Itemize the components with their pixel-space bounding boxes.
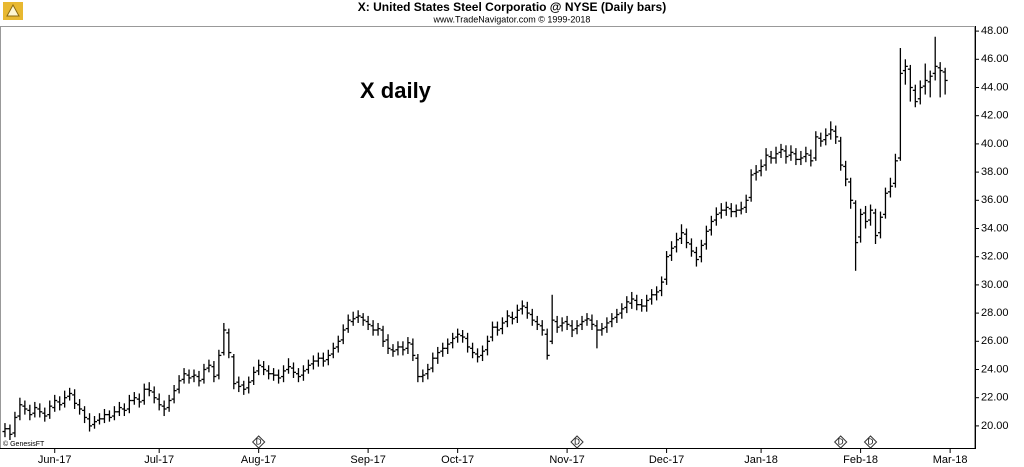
y-tick-label: 24.00 bbox=[981, 363, 1009, 375]
x-tick-label: Sep-17 bbox=[350, 454, 385, 466]
credit: © GenesisFT bbox=[3, 440, 45, 448]
x-tick-label: Dec-17 bbox=[649, 454, 684, 466]
chart-title: X: United States Steel Corporatio @ NYSE… bbox=[358, 0, 666, 14]
x-tick-label: Jun-17 bbox=[38, 454, 72, 466]
y-tick-label: 44.00 bbox=[981, 81, 1009, 93]
event-label: D bbox=[868, 438, 874, 447]
logo bbox=[3, 2, 23, 20]
annotation: X daily bbox=[360, 78, 432, 103]
y-tick-label: 28.00 bbox=[981, 307, 1009, 319]
event-label: D bbox=[838, 438, 844, 447]
x-tick-label: Oct-17 bbox=[441, 454, 474, 466]
x-tick-label: Mar-18 bbox=[933, 454, 968, 466]
event-marker bbox=[833, 435, 848, 449]
y-tick-label: 38.00 bbox=[981, 166, 1009, 178]
y-tick-label: 36.00 bbox=[981, 194, 1009, 206]
y-tick-label: 40.00 bbox=[981, 138, 1009, 150]
event-label: D bbox=[574, 438, 580, 447]
y-tick-label: 32.00 bbox=[981, 251, 1009, 263]
y-tick-label: 30.00 bbox=[981, 279, 1009, 291]
y-tick-label: 20.00 bbox=[981, 420, 1009, 432]
event-marker bbox=[863, 435, 878, 449]
logo-mark bbox=[6, 3, 20, 17]
x-tick-label: Jul-17 bbox=[144, 454, 174, 466]
x-tick-label: Aug-17 bbox=[241, 454, 276, 466]
chart-subtitle: www.TradeNavigator.com © 1999-2018 bbox=[433, 14, 591, 24]
event-marker bbox=[570, 435, 584, 449]
y-tick-label: 22.00 bbox=[981, 392, 1009, 404]
x-tick-label: Nov-17 bbox=[549, 454, 584, 466]
y-tick-label: 34.00 bbox=[981, 222, 1009, 234]
event-label: D bbox=[256, 438, 262, 447]
y-tick-label: 26.00 bbox=[981, 335, 1009, 347]
y-tick-label: 48.00 bbox=[981, 25, 1009, 37]
event-marker bbox=[251, 435, 266, 449]
y-tick-label: 46.00 bbox=[981, 53, 1009, 65]
x-tick-label: Jan-18 bbox=[744, 454, 778, 466]
x-tick-label: Feb-18 bbox=[843, 454, 878, 466]
y-tick-label: 42.00 bbox=[981, 110, 1009, 122]
